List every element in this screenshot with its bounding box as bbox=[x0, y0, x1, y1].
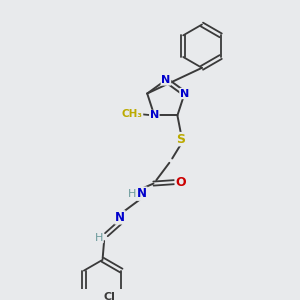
Text: N: N bbox=[115, 211, 125, 224]
Text: N: N bbox=[161, 75, 170, 85]
Text: O: O bbox=[175, 176, 186, 189]
Text: S: S bbox=[176, 133, 185, 146]
Text: H: H bbox=[95, 232, 103, 243]
Text: CH₃: CH₃ bbox=[122, 109, 142, 119]
Text: Cl: Cl bbox=[103, 292, 115, 300]
Text: N: N bbox=[150, 110, 159, 121]
Text: H: H bbox=[128, 189, 136, 199]
Text: N: N bbox=[137, 187, 147, 200]
Text: N: N bbox=[180, 88, 189, 98]
